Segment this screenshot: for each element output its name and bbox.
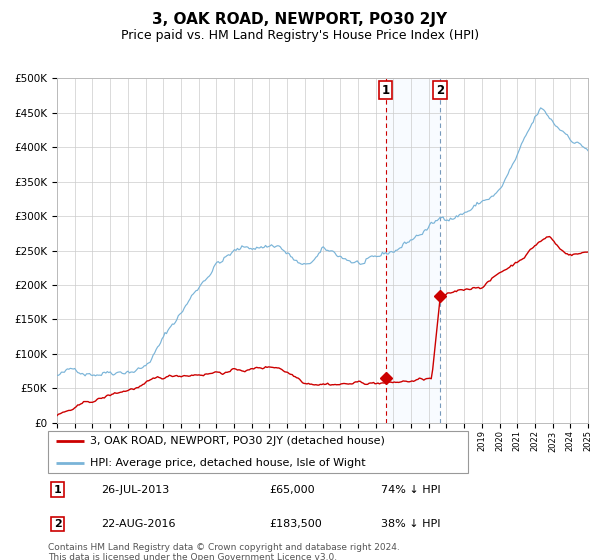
- Text: 3, OAK ROAD, NEWPORT, PO30 2JY (detached house): 3, OAK ROAD, NEWPORT, PO30 2JY (detached…: [90, 436, 385, 446]
- Text: 22-AUG-2016: 22-AUG-2016: [101, 519, 175, 529]
- Text: 2: 2: [53, 519, 61, 529]
- Text: 38% ↓ HPI: 38% ↓ HPI: [380, 519, 440, 529]
- Text: 1: 1: [53, 484, 61, 494]
- Text: 74% ↓ HPI: 74% ↓ HPI: [380, 484, 440, 494]
- Text: Price paid vs. HM Land Registry's House Price Index (HPI): Price paid vs. HM Land Registry's House …: [121, 29, 479, 42]
- Text: 1: 1: [382, 83, 390, 96]
- Text: 2: 2: [436, 83, 444, 96]
- Text: HPI: Average price, detached house, Isle of Wight: HPI: Average price, detached house, Isle…: [90, 458, 365, 468]
- Text: 26-JUL-2013: 26-JUL-2013: [101, 484, 169, 494]
- FancyBboxPatch shape: [48, 431, 468, 473]
- Text: This data is licensed under the Open Government Licence v3.0.: This data is licensed under the Open Gov…: [48, 553, 337, 560]
- Text: £183,500: £183,500: [270, 519, 323, 529]
- Bar: [386, 78, 440, 423]
- Text: £65,000: £65,000: [270, 484, 316, 494]
- Text: 3, OAK ROAD, NEWPORT, PO30 2JY: 3, OAK ROAD, NEWPORT, PO30 2JY: [152, 12, 448, 27]
- Text: Contains HM Land Registry data © Crown copyright and database right 2024.: Contains HM Land Registry data © Crown c…: [48, 543, 400, 552]
